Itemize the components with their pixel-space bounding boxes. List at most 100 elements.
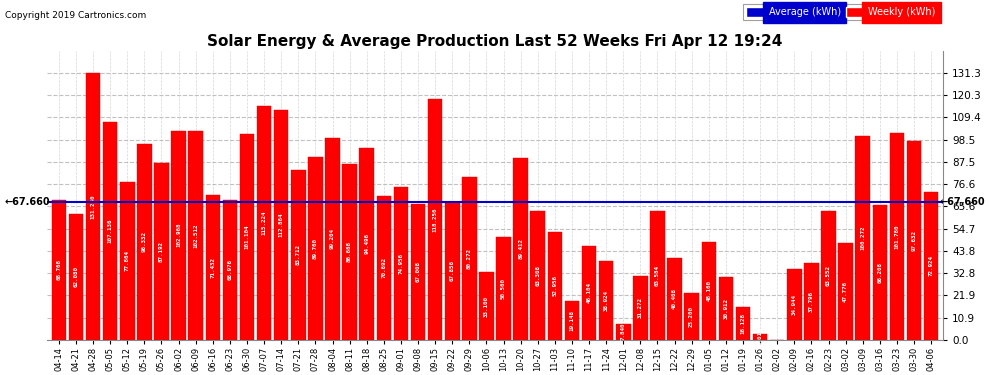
Legend: Average (kWh), Weekly (kWh): Average (kWh), Weekly (kWh) (743, 4, 939, 20)
Bar (68, 214, 83, 340)
Text: 19.148: 19.148 (569, 310, 574, 331)
Text: 94.496: 94.496 (364, 233, 369, 254)
Text: 50.560: 50.560 (501, 278, 506, 299)
Bar (223, 200, 238, 340)
Text: 74.956: 74.956 (398, 253, 404, 274)
Bar (616, 324, 631, 340)
Bar (872, 205, 887, 340)
Bar (924, 192, 939, 340)
Text: 112.864: 112.864 (279, 213, 284, 237)
Text: 97.632: 97.632 (912, 230, 917, 251)
Bar (376, 196, 391, 340)
Bar (719, 277, 734, 340)
Title: Solar Energy & Average Production Last 52 Weeks Fri Apr 12 19:24: Solar Energy & Average Production Last 5… (207, 34, 783, 49)
Text: ←67.660: ←67.660 (5, 197, 50, 207)
Bar (599, 261, 614, 340)
Text: 71.432: 71.432 (210, 256, 215, 278)
Bar (154, 163, 168, 340)
Bar (171, 130, 186, 340)
Bar (428, 99, 443, 340)
Bar (51, 200, 66, 340)
Bar (839, 243, 853, 340)
Text: 40.408: 40.408 (672, 288, 677, 309)
Bar (514, 158, 528, 340)
Text: 30.912: 30.912 (724, 298, 729, 319)
Bar (274, 111, 288, 340)
Text: 87.192: 87.192 (159, 241, 164, 262)
Text: 66.208: 66.208 (877, 262, 882, 283)
Text: 89.760: 89.760 (313, 238, 318, 259)
Text: 68.976: 68.976 (228, 259, 233, 280)
Bar (531, 211, 545, 340)
Text: 118.256: 118.256 (433, 207, 438, 232)
Text: 83.712: 83.712 (296, 244, 301, 265)
Text: 100.272: 100.272 (860, 226, 865, 250)
Text: 63.584: 63.584 (655, 265, 660, 286)
Text: 131.280: 131.280 (90, 194, 96, 219)
Bar (855, 136, 870, 340)
Bar (684, 292, 699, 340)
Text: 115.224: 115.224 (261, 210, 266, 235)
Bar (359, 148, 374, 340)
Bar (634, 276, 647, 340)
Text: 16.128: 16.128 (741, 313, 745, 334)
Bar (411, 204, 426, 340)
Bar (787, 268, 802, 340)
Text: 3.012: 3.012 (757, 328, 762, 345)
Bar (479, 272, 494, 340)
Bar (291, 170, 306, 340)
Bar (86, 73, 100, 340)
Text: 102.968: 102.968 (176, 223, 181, 248)
Text: 101.104: 101.104 (245, 225, 249, 249)
Bar (582, 246, 596, 340)
Bar (804, 263, 819, 340)
Text: 102.512: 102.512 (193, 223, 198, 248)
Text: 77.864: 77.864 (125, 250, 130, 271)
Text: 70.692: 70.692 (381, 257, 386, 278)
Bar (445, 202, 459, 340)
Text: 37.796: 37.796 (809, 291, 814, 312)
Text: 48.160: 48.160 (706, 280, 711, 301)
Text: 63.552: 63.552 (826, 265, 831, 286)
Text: 31.272: 31.272 (638, 297, 643, 318)
Text: 63.308: 63.308 (536, 265, 541, 286)
Text: Copyright 2019 Cartronics.com: Copyright 2019 Cartronics.com (5, 11, 147, 20)
Bar (496, 237, 511, 340)
Text: 101.780: 101.780 (894, 224, 900, 249)
Bar (890, 133, 904, 340)
Bar (103, 122, 118, 340)
Text: 68.768: 68.768 (56, 260, 61, 280)
Bar (206, 195, 220, 340)
Text: 23.200: 23.200 (689, 306, 694, 327)
Bar (736, 307, 750, 340)
Text: 52.956: 52.956 (552, 275, 557, 296)
Text: 107.136: 107.136 (108, 219, 113, 243)
Bar (343, 164, 356, 340)
Text: 67.856: 67.856 (449, 260, 454, 281)
Bar (667, 258, 682, 340)
Bar (822, 211, 836, 340)
Text: 34.944: 34.944 (792, 294, 797, 315)
Text: 62.080: 62.080 (73, 266, 78, 287)
Bar (462, 177, 476, 340)
Text: 7.840: 7.840 (621, 323, 626, 340)
Bar (120, 182, 135, 340)
Text: 72.924: 72.924 (929, 255, 934, 276)
Text: 86.668: 86.668 (347, 241, 352, 262)
Bar (188, 132, 203, 340)
Bar (547, 232, 562, 340)
Bar (326, 138, 340, 340)
Text: ←67.660: ←67.660 (940, 197, 985, 207)
Bar (394, 188, 408, 340)
Text: 96.332: 96.332 (142, 231, 147, 252)
Bar (907, 141, 922, 340)
Bar (308, 158, 323, 340)
Text: 67.008: 67.008 (416, 261, 421, 282)
Bar (650, 210, 664, 340)
Text: 47.776: 47.776 (843, 280, 848, 302)
Bar (256, 106, 271, 340)
Text: 89.412: 89.412 (518, 238, 523, 260)
Bar (752, 333, 767, 340)
Text: 46.104: 46.104 (586, 282, 592, 303)
Text: 99.204: 99.204 (330, 228, 335, 249)
